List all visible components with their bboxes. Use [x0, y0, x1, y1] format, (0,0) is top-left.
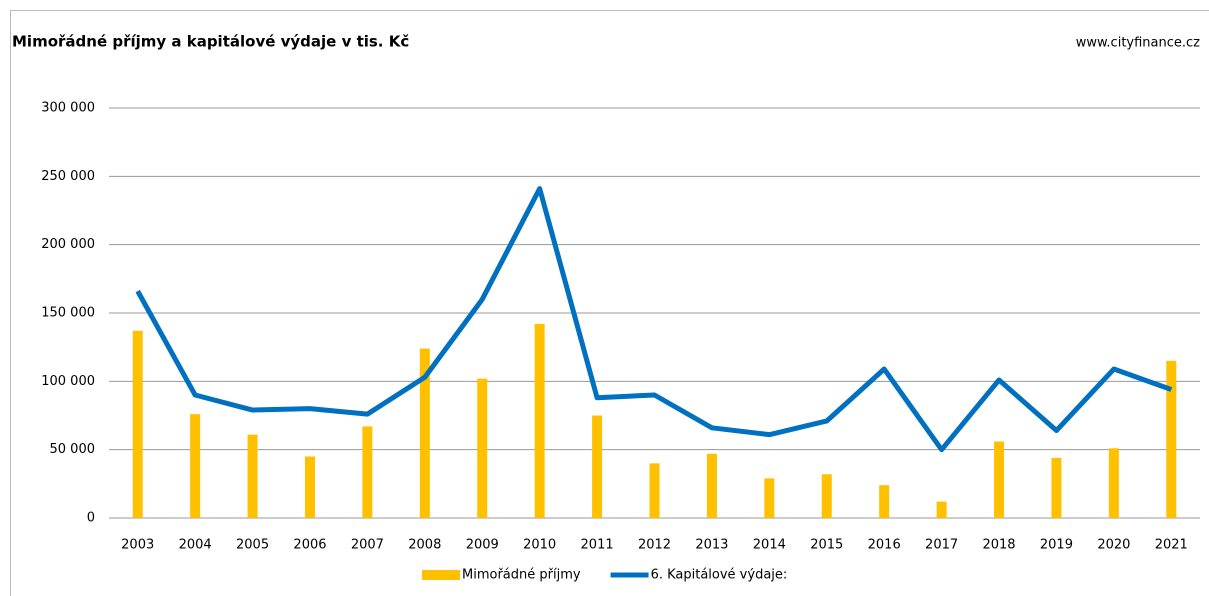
- line: [135, 186, 1173, 453]
- frame: [10, 10, 1209, 596]
- bar: [534, 323, 545, 518]
- legend-label: 6. Kapitálové výdaje:: [651, 568, 788, 583]
- x-tick-label: 2005: [236, 538, 269, 553]
- y-tick-label: 50 000: [50, 442, 96, 457]
- x-tick-label: 2016: [868, 538, 901, 553]
- bar: [936, 501, 947, 518]
- bar: [304, 456, 315, 518]
- bar: [247, 434, 258, 518]
- x-tick-label: 2007: [351, 538, 384, 553]
- bar: [1108, 448, 1119, 518]
- bar: [477, 378, 488, 518]
- legend-swatch: [422, 570, 460, 580]
- y-tick-label: 250 000: [41, 169, 95, 184]
- bar: [419, 348, 430, 518]
- bar: [649, 463, 660, 518]
- x-tick-label: 2009: [466, 538, 499, 553]
- x-tick-label: 2015: [810, 538, 843, 553]
- x-tick-label: 2010: [523, 538, 556, 553]
- x-tick-label: 2017: [925, 538, 958, 553]
- x-tick-label: 2006: [293, 538, 326, 553]
- bar: [764, 478, 775, 518]
- y-tick-label: 300 000: [41, 101, 95, 116]
- x-tick-label: 2013: [695, 538, 728, 553]
- bar: [592, 415, 603, 518]
- x-tick-label: 2008: [408, 538, 441, 553]
- source: www.cityfinance.cz: [1076, 36, 1200, 51]
- legend-label: Mimořádné příjmy: [462, 568, 581, 583]
- x-tick-label: 2019: [1040, 538, 1073, 553]
- bar: [190, 414, 201, 518]
- x-tick-label: 2004: [179, 538, 212, 553]
- x-tick-label: 2003: [121, 538, 154, 553]
- y-tick-label: 0: [87, 511, 95, 526]
- chart-title: Mimořádné příjmy a kapitálové výdaje v t…: [12, 33, 409, 51]
- bar: [994, 441, 1005, 518]
- bar: [821, 474, 832, 518]
- bar: [1166, 360, 1177, 518]
- x-tick-label: 2012: [638, 538, 671, 553]
- bar: [706, 453, 717, 518]
- x-tick-label: 2021: [1155, 538, 1188, 553]
- x-tick-label: 2018: [982, 538, 1015, 553]
- x-tick-label: 2020: [1097, 538, 1130, 553]
- bar: [132, 330, 143, 518]
- x-tick-label: 2014: [753, 538, 786, 553]
- y-tick-label: 100 000: [41, 374, 95, 389]
- bar: [1051, 457, 1062, 518]
- bar: [362, 426, 373, 518]
- y-tick-label: 150 000: [41, 306, 95, 321]
- x-tick-label: 2011: [581, 538, 614, 553]
- y-tick-label: 200 000: [41, 237, 95, 252]
- bar: [879, 485, 890, 518]
